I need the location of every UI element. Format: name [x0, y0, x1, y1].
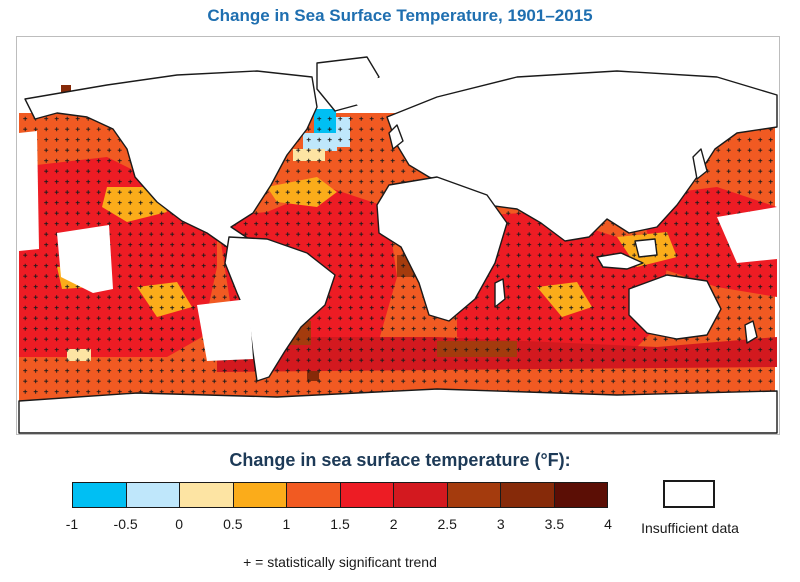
land-new-zealand	[744, 320, 758, 344]
legend-swatch	[501, 483, 555, 507]
land-africa	[376, 176, 508, 322]
legend-tick-label: 1	[282, 516, 291, 532]
land-antarctica	[18, 388, 778, 434]
legend-tick-label: 1.5	[330, 516, 350, 532]
insufficient-area-4	[717, 207, 777, 263]
land-masses	[18, 56, 778, 434]
legend-tick-label: 2.5	[437, 516, 457, 532]
insufficient-data-swatch	[663, 480, 715, 508]
legend-tick-label: 3.5	[544, 516, 565, 532]
legend-tick-label: 0	[175, 516, 184, 532]
legend-tick-label: 0.5	[223, 516, 243, 532]
legend-color-scale	[72, 482, 608, 508]
land-indonesia	[596, 252, 644, 270]
legend-tick-label: 4	[604, 516, 612, 532]
insufficient-area-1	[19, 131, 39, 251]
legend-tick-label: -0.5	[113, 516, 138, 532]
land-australia	[628, 274, 722, 340]
warm-patch-6	[61, 85, 71, 95]
legend-tick-label: 2	[389, 516, 398, 532]
land-borneo	[634, 238, 658, 258]
insufficient-area-2	[57, 225, 113, 293]
legend-swatch	[447, 483, 501, 507]
legend-swatch	[287, 483, 341, 507]
insufficient-data-label: Insufficient data	[641, 520, 739, 536]
land-japan	[692, 148, 708, 180]
world-map-frame	[16, 36, 780, 435]
legend-swatch	[180, 483, 234, 507]
legend-title: Change in sea surface temperature (°F):	[229, 450, 571, 470]
insufficient-area-5	[347, 77, 393, 105]
legend-swatch	[554, 483, 607, 507]
legend-swatch	[340, 483, 394, 507]
legend-swatch	[394, 483, 448, 507]
legend-swatch	[73, 483, 127, 507]
legend-swatch	[233, 483, 287, 507]
legend-tick-labels: -1 -0.5 0 0.5 1 1.5 2 2.5 3 3.5 4	[66, 516, 612, 534]
land-madagascar	[494, 278, 506, 308]
legend-tick-label: 3	[496, 516, 505, 532]
world-map	[18, 56, 778, 434]
insufficient-data-areas	[19, 77, 777, 361]
legend-swatch	[126, 483, 180, 507]
significance-note: + = statistically significant trend	[243, 554, 437, 570]
land-uk	[388, 124, 404, 150]
legend-tick-label: -1	[65, 516, 79, 532]
map-title: Change in Sea Surface Temperature, 1901–…	[207, 6, 593, 25]
land-south-america	[224, 236, 336, 382]
insufficient-area-3	[197, 299, 253, 361]
